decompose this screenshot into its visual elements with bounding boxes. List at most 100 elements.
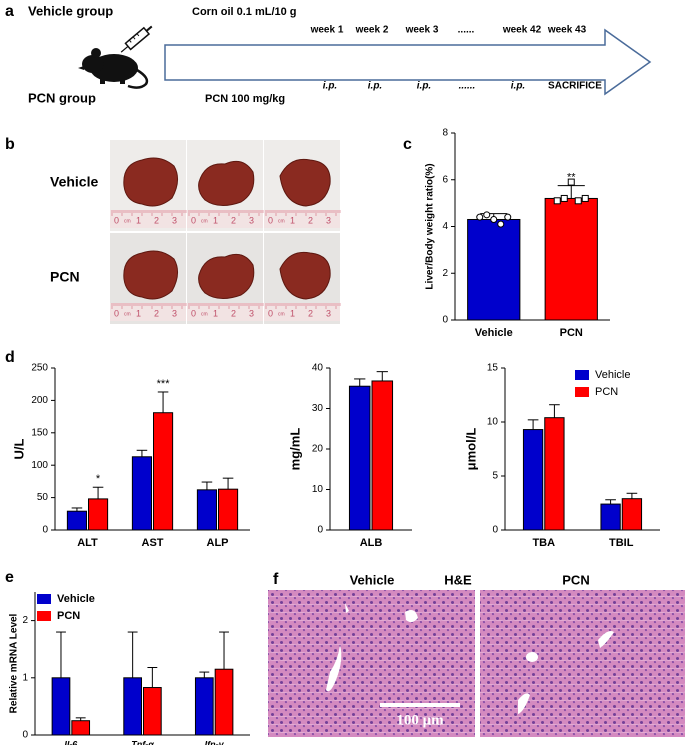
liver [279, 158, 331, 207]
histology-title: PCN [562, 572, 589, 587]
x-tick-label: Ifn-γ [205, 739, 225, 745]
group-label: PCN group [28, 90, 96, 105]
y-tick-label: 6 [442, 174, 448, 185]
panel-label: d [5, 349, 15, 366]
ruler-label: 2 [231, 308, 236, 318]
y-axis-label: U/L [11, 438, 26, 459]
ruler-label: 1 [213, 215, 218, 225]
bar [66, 510, 87, 531]
ruler-label: 0 [268, 308, 273, 318]
data-point [504, 213, 512, 221]
y-axis-label: mg/mL [287, 428, 302, 471]
ruler-label: 0 [268, 215, 273, 225]
y-tick-label: 200 [31, 395, 48, 406]
injection-label: i.p. [417, 81, 431, 92]
data-point [581, 194, 589, 202]
ruler-label: 3 [172, 215, 177, 225]
bar [522, 429, 544, 531]
ruler [110, 210, 186, 228]
ruler-label: 3 [326, 215, 331, 225]
liver [123, 250, 178, 300]
bar [371, 380, 394, 531]
ruler-label: 1 [213, 308, 218, 318]
ruler [264, 303, 340, 321]
bar [123, 677, 142, 736]
y-tick-label: 0 [22, 730, 28, 741]
y-axis-label: Relative mRNA Level [9, 613, 20, 713]
week-label: week 42 [502, 25, 542, 36]
week-label: week 2 [355, 25, 389, 36]
y-tick-label: 30 [312, 403, 324, 414]
panel-label: f [273, 571, 279, 588]
x-tick-label: ALT [77, 537, 98, 549]
data-point [476, 213, 484, 221]
ruler-label: 3 [249, 215, 254, 225]
row-label: Vehicle [50, 174, 98, 190]
ruler-label: cm [124, 311, 131, 317]
legend-label: PCN [57, 610, 80, 622]
dose-label: PCN 100 mg/kg [205, 93, 285, 105]
histology-images: 100 μm [268, 590, 685, 737]
error-bar [199, 671, 210, 678]
y-tick-label: 40 [312, 363, 324, 374]
ruler [187, 210, 263, 228]
liver [279, 251, 331, 300]
y-tick-label: 150 [31, 427, 48, 438]
liver [198, 160, 255, 206]
injection-label: i.p. [368, 81, 382, 92]
error-bar [219, 631, 229, 670]
x-tick-label: Il-6 [64, 739, 78, 745]
injection-label: SACRIFICE [548, 81, 602, 92]
ruler-label: 1 [136, 215, 141, 225]
ruler [110, 303, 186, 321]
ruler-label: cm [201, 218, 208, 224]
ruler-label: 2 [231, 215, 236, 225]
error-bar [605, 499, 616, 505]
error-bar [157, 391, 169, 413]
bar [544, 197, 598, 321]
y-tick-label: 100 [31, 460, 48, 471]
error-bar [56, 631, 66, 678]
ruler-label: cm [124, 218, 131, 224]
stain-label: H&E [444, 572, 472, 587]
x-tick-label: AST [142, 537, 164, 549]
data-point [483, 211, 491, 219]
injection-label: i.p. [323, 81, 337, 92]
error-bar [127, 631, 138, 678]
bar [51, 677, 71, 736]
liver [198, 253, 255, 299]
ruler-label: 3 [172, 308, 177, 318]
significance-label: * [96, 473, 101, 485]
bar [621, 498, 643, 531]
y-tick-label: 0 [492, 525, 498, 536]
y-tick-label: 4 [442, 221, 448, 232]
ruler-label: cm [201, 311, 208, 317]
panel-label: b [5, 136, 15, 153]
bar [153, 412, 174, 531]
x-tick-label: Vehicle [475, 327, 513, 339]
y-tick-label: 5 [492, 471, 498, 482]
x-tick-label: TBA [532, 537, 555, 549]
liver [123, 157, 178, 207]
data-point [567, 178, 575, 186]
y-tick-label: 0 [317, 525, 323, 536]
legend-label: Vehicle [57, 593, 95, 605]
ruler-label: 3 [249, 308, 254, 318]
bar [71, 720, 91, 736]
error-bar [549, 404, 560, 418]
y-axis-label: Liver/Body weight ratio(%) [425, 163, 436, 289]
error-bar [557, 185, 585, 199]
y-tick-label: 2 [22, 615, 28, 626]
injection-label: ...... [459, 81, 476, 92]
significance-label: *** [157, 378, 171, 390]
y-tick-label: 250 [31, 363, 48, 374]
charts: 0 2 4 6 8 Liver/Body weight ratio(%) ** Vehicle… [9, 128, 660, 745]
injection-label: i.p. [511, 81, 525, 92]
y-tick-label: 0 [42, 525, 48, 536]
data-point [490, 215, 498, 223]
legend-swatch [37, 594, 51, 604]
error-bar [147, 667, 158, 688]
error-bar [527, 419, 539, 430]
error-bar [626, 492, 638, 499]
